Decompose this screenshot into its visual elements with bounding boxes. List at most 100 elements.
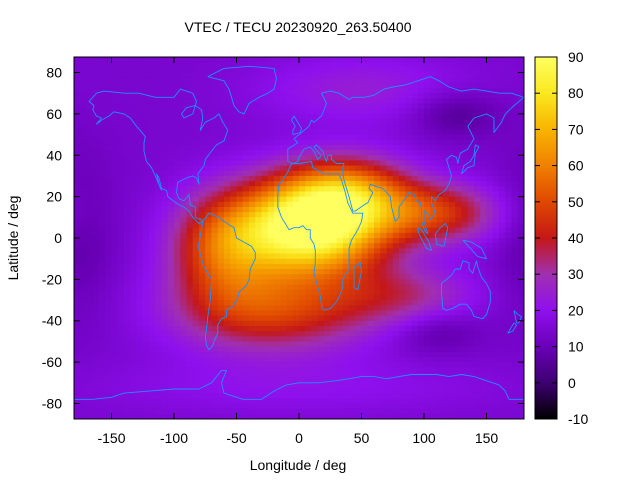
heatmap-cell [224, 232, 231, 239]
heatmap-cell [299, 103, 306, 110]
heatmap-cell [111, 398, 119, 405]
heatmap-cell [436, 72, 444, 79]
heatmap-cell [392, 279, 400, 286]
heatmap-cell [511, 284, 519, 291]
heatmap-cell [242, 269, 250, 275]
heatmap-cell [155, 351, 163, 358]
heatmap-cell [455, 289, 463, 296]
heatmap-cell [105, 393, 113, 399]
heatmap-cell [336, 253, 344, 260]
heatmap-cell [230, 170, 238, 177]
heatmap-cell [136, 82, 144, 89]
heatmap-cell [486, 108, 494, 115]
heatmap-cell [255, 150, 263, 156]
heatmap-cell [105, 284, 113, 291]
heatmap-cell [155, 258, 163, 265]
heatmap-cell [167, 393, 175, 399]
heatmap-cell [286, 175, 294, 182]
heatmap-cell [405, 253, 413, 260]
heatmap-cell [211, 377, 219, 384]
heatmap-cell [355, 217, 363, 224]
heatmap-cell [161, 98, 169, 105]
heatmap-cell [367, 305, 375, 311]
heatmap-cell [167, 88, 175, 94]
heatmap-cell [111, 103, 119, 110]
heatmap-cell [205, 222, 213, 229]
heatmap-cell [355, 382, 363, 389]
heatmap-cell [342, 403, 350, 410]
heatmap-cell [492, 227, 500, 234]
heatmap-cell [424, 263, 431, 270]
heatmap-cell [167, 315, 175, 322]
heatmap-cell [386, 181, 394, 187]
heatmap-cell [361, 212, 369, 218]
heatmap-cell [517, 150, 524, 156]
heatmap-cell [249, 186, 256, 193]
heatmap-cell [499, 222, 506, 229]
heatmap-cell [286, 289, 294, 296]
heatmap-cell [342, 98, 350, 105]
heatmap-cell [499, 227, 506, 234]
heatmap-cell [286, 201, 294, 208]
heatmap-cell [430, 382, 438, 389]
heatmap-cell [449, 170, 456, 177]
heatmap-cell [267, 175, 275, 182]
heatmap-cell [455, 269, 463, 275]
heatmap-cell [86, 341, 94, 348]
heatmap-cell [311, 201, 319, 208]
heatmap-cell [380, 212, 388, 218]
heatmap-cell [299, 67, 306, 74]
heatmap-cell [142, 325, 150, 332]
heatmap-cell [236, 217, 244, 224]
heatmap-cell [192, 253, 200, 260]
heatmap-cell [336, 315, 344, 322]
heatmap-cell [261, 57, 269, 63]
heatmap-cell [161, 186, 169, 193]
heatmap-cell [467, 82, 475, 89]
heatmap-cell [236, 346, 244, 353]
heatmap-cell [92, 170, 100, 177]
heatmap-cell [99, 362, 106, 368]
heatmap-cell [386, 62, 394, 68]
heatmap-cell [492, 124, 500, 130]
heatmap-cell [405, 238, 413, 244]
heatmap-cell [161, 279, 169, 286]
heatmap-cell [455, 103, 463, 110]
heatmap-cell [480, 232, 488, 239]
heatmap-cell [324, 253, 331, 260]
heatmap-cell [224, 222, 231, 229]
heatmap-cell [474, 181, 481, 187]
heatmap-cell [492, 201, 500, 208]
heatmap-cell [192, 387, 200, 394]
heatmap-cell [361, 346, 369, 353]
heatmap-cell [199, 346, 206, 353]
heatmap-cell [192, 382, 200, 389]
heatmap-cell [142, 57, 150, 63]
heatmap-cell [80, 356, 88, 363]
heatmap-cell [417, 119, 425, 125]
heatmap-cell [117, 144, 125, 151]
heatmap-cell [242, 356, 250, 363]
heatmap-cell [274, 372, 281, 379]
heatmap-cell [311, 67, 319, 74]
heatmap-cell [374, 88, 381, 94]
heatmap-cell [205, 377, 213, 384]
heatmap-cell [405, 248, 413, 255]
heatmap-cell [224, 160, 231, 167]
heatmap-cell [486, 212, 494, 218]
heatmap-cell [192, 377, 200, 384]
heatmap-cell [174, 232, 181, 239]
heatmap-cell [280, 201, 288, 208]
heatmap-cell [411, 258, 419, 265]
heatmap-cell [417, 310, 425, 317]
heatmap-cell [424, 294, 431, 301]
heatmap-cell [249, 217, 256, 224]
heatmap-cell [324, 284, 331, 291]
heatmap-cell [92, 222, 100, 229]
heatmap-cell [99, 175, 106, 182]
heatmap-cell [424, 341, 431, 348]
heatmap-cell [205, 238, 213, 244]
heatmap-cell [130, 393, 138, 399]
heatmap-cell [299, 356, 306, 363]
heatmap-cell [486, 305, 494, 311]
